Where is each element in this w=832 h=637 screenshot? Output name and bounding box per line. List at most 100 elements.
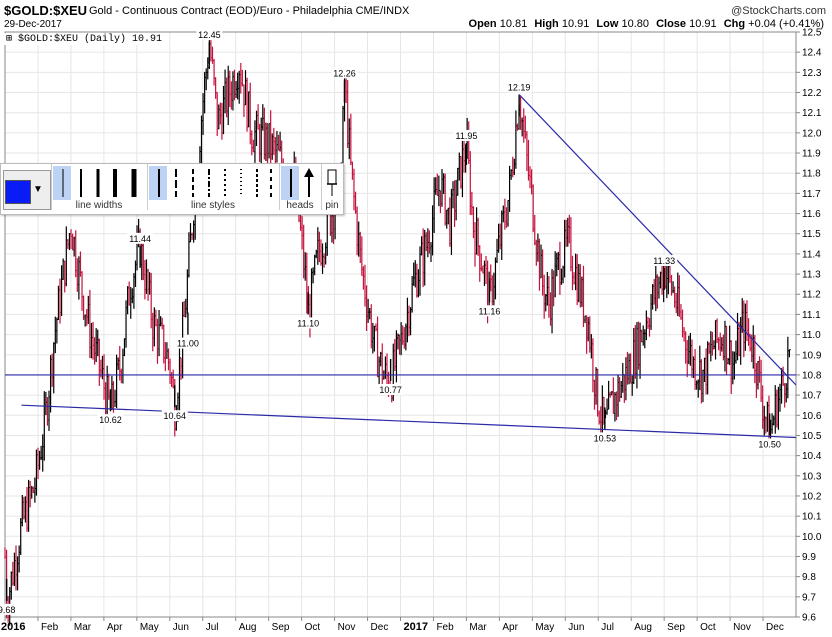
y-tick-label: 10.8 (802, 370, 822, 381)
price-annotation: 11.00 (177, 339, 199, 349)
pin-icon[interactable] (323, 166, 341, 200)
y-tick-label: 10.0 (802, 532, 822, 543)
annotation-bg (651, 255, 678, 267)
annotation-bg (97, 414, 124, 426)
line-widths-options[interactable] (53, 166, 145, 200)
price-annotation: 12.26 (333, 68, 356, 78)
annotation-bg (591, 432, 618, 444)
divider (51, 164, 52, 210)
annotation-bg (0, 603, 20, 615)
annotation-bg (756, 438, 783, 450)
symbol-title: $GOLD:$XEU (4, 3, 88, 18)
chevron-down-icon[interactable]: ▼ (33, 184, 43, 195)
x-tick-label: Nov (338, 622, 356, 633)
line-styles-options[interactable] (149, 166, 277, 200)
price-annotation: 11.95 (455, 131, 477, 141)
x-tick-label: 2016 (1, 621, 25, 633)
x-tick-label: Dec (766, 622, 784, 633)
x-tick-label: Mar (469, 622, 487, 633)
x-tick-label: Feb (41, 622, 59, 633)
y-tick-label: 9.9 (802, 552, 816, 563)
high-value: 10.91 (561, 18, 590, 30)
y-tick-label: 10.9 (802, 350, 822, 361)
annotation-bg (196, 29, 223, 41)
legend-swatch: ⊞ (6, 34, 19, 45)
x-tick-label: Oct (305, 622, 321, 633)
close-label: Close (656, 18, 687, 30)
y-tick-label: 11.8 (802, 169, 821, 180)
x-tick-label: Sep (272, 622, 290, 633)
x-tick-label: Aug (239, 622, 257, 633)
price-annotation: 12.45 (198, 30, 221, 40)
y-tick-label: 12.5 (802, 28, 822, 39)
symbol-description: Gold - Continuous Contract (EOD)/Euro - … (89, 5, 409, 17)
x-tick-label: Oct (700, 622, 716, 633)
annotation-bg (174, 337, 201, 349)
y-tick-label: 12.2 (802, 88, 822, 99)
chart-header: $GOLD:$XEU Gold - Continuous Contract (E… (0, 0, 832, 32)
price-annotation: 12.19 (508, 83, 531, 93)
high-label: High (534, 18, 559, 30)
x-tick-label: Jun (568, 622, 584, 633)
x-tick-label: Sep (667, 622, 685, 633)
y-tick-label: 11.6 (802, 209, 821, 220)
close-value: 10.91 (689, 18, 717, 30)
open-label: Open (468, 18, 497, 30)
x-tick-label: May (535, 622, 554, 633)
line-styles-label: line styles (191, 200, 235, 211)
low-label: Low (596, 18, 619, 30)
annotation-bg (506, 81, 533, 93)
y-tick-label: 10.1 (802, 512, 822, 523)
color-swatch[interactable] (5, 180, 31, 204)
divider (279, 164, 280, 210)
color-picker[interactable]: ▼ (3, 166, 51, 212)
price-annotation: 11.16 (479, 306, 501, 316)
resistance-trendline (518, 94, 797, 386)
price-annotation: 10.64 (163, 411, 186, 421)
price-annotation: 11.44 (129, 234, 151, 244)
price-annotation: 10.53 (594, 433, 617, 443)
x-tick-label: Apr (502, 622, 518, 633)
line-widths-group: line widths (53, 166, 145, 212)
y-tick-label: 9.6 (802, 613, 816, 624)
y-tick-label: 11.1 (802, 310, 821, 321)
divider (147, 164, 148, 210)
x-tick-label: Nov (733, 622, 751, 633)
y-tick-label: 11.3 (802, 270, 821, 281)
y-tick-label: 10.6 (802, 411, 822, 422)
x-tick-label: Jul (601, 622, 614, 633)
head-arrow-icon (304, 168, 314, 177)
x-tick-label: Feb (436, 622, 454, 633)
y-tick-label: 11.9 (802, 149, 821, 160)
x-tick-label: Mar (74, 622, 92, 633)
price-annotation: 10.50 (758, 439, 781, 449)
exchange-text: CME/INDX (355, 5, 410, 17)
price-annotation: 11.33 (653, 256, 675, 266)
annotation-bg (161, 410, 188, 422)
y-tick-label: 12.1 (802, 108, 822, 119)
ohlc-readout: Open 10.81 High 10.91 Low 10.80 Close 10… (465, 18, 824, 30)
line-widths-label: line widths (75, 200, 123, 211)
y-tick-label: 10.7 (802, 391, 822, 402)
annotation-bg (476, 305, 503, 317)
x-axis: 2016 Feb Mar Apr May Jun Jul Aug Sep Oct Nov Dec 201… (1, 617, 784, 633)
y-tick-label: 10.3 (802, 471, 822, 482)
pin-label: pin (325, 200, 339, 211)
x-tick-label: May (140, 622, 159, 633)
pin-group: pin (323, 166, 341, 212)
x-tick-label: Jun (173, 622, 189, 633)
price-annotation: 10.77 (379, 385, 402, 395)
y-tick-label: 11.7 (802, 189, 821, 200)
y-tick-label: 11.0 (802, 330, 821, 341)
annotation-bg (295, 317, 322, 329)
heads-options[interactable] (281, 166, 319, 200)
annotation-bg (377, 383, 404, 395)
annotation-toolbar: ▼ line widths line styles (0, 163, 344, 215)
y-axis: 12.5 12.4 12.3 12.2 12.1 12.0 11.9 11.8 11.7 11.6… (796, 28, 822, 624)
x-tick-label: Dec (371, 622, 389, 633)
chart-date: 29-Dec-2017 (4, 19, 62, 30)
y-tick-label: 9.8 (802, 572, 816, 583)
y-tick-label: 9.7 (802, 592, 816, 603)
y-tick-label: 12.0 (802, 128, 822, 139)
